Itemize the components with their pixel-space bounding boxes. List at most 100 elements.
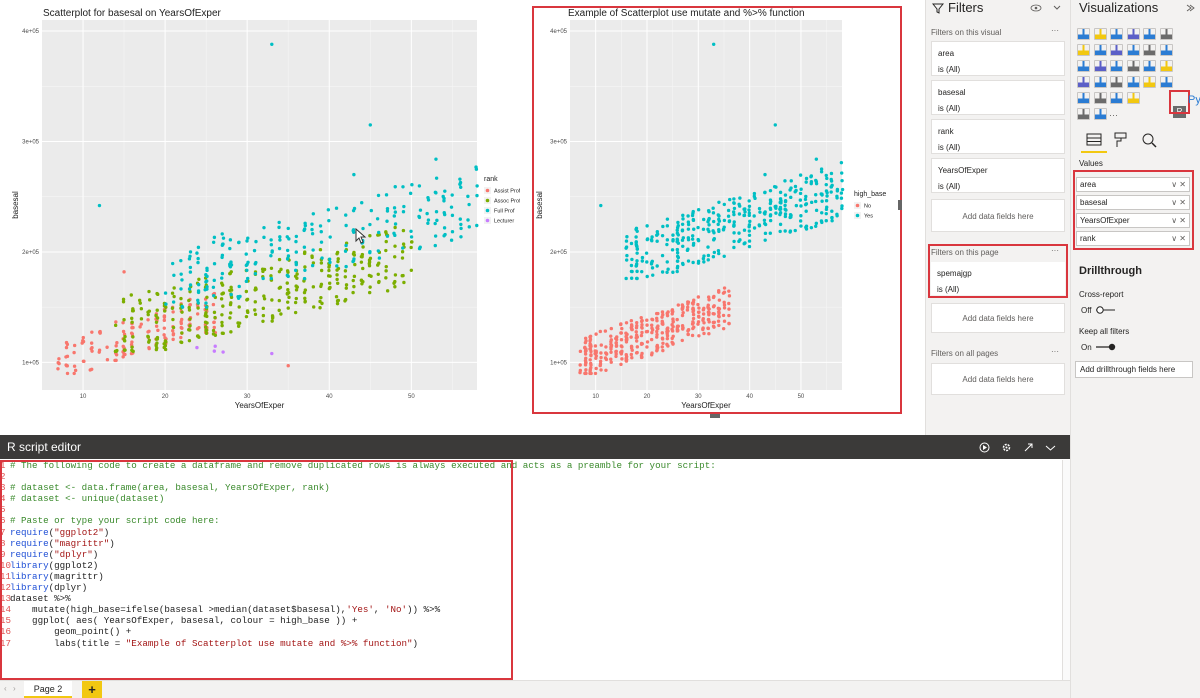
code-line[interactable]: 1 # The following code to create a datafr… <box>0 460 1060 471</box>
code-line[interactable]: 9 require("dplyr") <box>0 549 1060 560</box>
code-line[interactable]: 2 <box>0 471 1060 482</box>
filter-card-area[interactable]: area is (All) <box>931 41 1065 76</box>
value-field-area[interactable]: area ∨ ✕ <box>1076 177 1190 192</box>
visual-type-icon[interactable] <box>1077 44 1090 56</box>
add-drillthrough-field[interactable]: Add drillthrough fields here <box>1075 361 1193 378</box>
visual-type-icon[interactable] <box>1093 92 1107 104</box>
editor-scrollbar[interactable] <box>1062 460 1070 680</box>
visual-type-icon[interactable] <box>1077 28 1090 40</box>
code-line[interactable]: 10library(ggplot2) <box>0 560 1060 571</box>
field-dropdown-remove-icon[interactable]: ∨ ✕ <box>1171 198 1186 207</box>
filter-card-spemajgp[interactable]: spemajgp is (All) <box>931 262 1065 295</box>
visual-type-icon[interactable] <box>1110 60 1123 72</box>
add-visual-filter-field[interactable]: Add data fields here <box>931 199 1065 232</box>
visual-type-icon[interactable] <box>1143 76 1156 88</box>
visual-type-icon[interactable] <box>1093 60 1107 72</box>
visual-type-icon[interactable] <box>1093 76 1107 88</box>
field-dropdown-remove-icon[interactable]: ∨ ✕ <box>1171 180 1186 189</box>
data-point <box>670 336 674 341</box>
visual-type-icon[interactable] <box>1143 28 1156 40</box>
eye-icon[interactable] <box>1030 3 1042 13</box>
code-line[interactable]: 6 # Paste or type your script code here: <box>0 515 1060 526</box>
code-line[interactable]: 7 require("ggplot2") <box>0 527 1060 538</box>
add-page-button[interactable]: + <box>82 681 102 698</box>
chart1-scatterplot[interactable]: 10 20 30 40 50 1e+05 2e+05 3e+05 4e+05 YearsOfExp… <box>0 16 520 416</box>
visual-type-icon[interactable] <box>1077 60 1090 72</box>
collapse-editor-chevron-icon[interactable] <box>1045 443 1056 453</box>
collapse-chevron-icon[interactable] <box>1052 3 1062 13</box>
python-visual-icon[interactable]: Py <box>1188 94 1200 106</box>
more-options-icon[interactable]: ··· <box>1051 347 1059 356</box>
r-code-area[interactable]: 1 # The following code to create a datafr… <box>0 460 1060 649</box>
field-dropdown-remove-icon[interactable]: ∨ ✕ <box>1171 234 1186 243</box>
field-dropdown-remove-icon[interactable]: ∨ ✕ <box>1171 216 1186 225</box>
visual-type-icon[interactable] <box>1110 76 1123 88</box>
visual-type-icon[interactable] <box>1126 60 1140 72</box>
keep-filters-toggle[interactable] <box>1095 342 1117 352</box>
code-line[interactable]: 14 mutate(high_base=ifelse(basesal >medi… <box>0 604 1060 615</box>
collapse-chevron-icon[interactable] <box>1185 3 1195 13</box>
code-line[interactable]: 11library(magrittr) <box>0 571 1060 582</box>
filter-card-rank[interactable]: rank is (All) <box>931 119 1065 154</box>
next-page-arrow-icon[interactable]: › <box>13 684 16 693</box>
visual-type-icon[interactable] <box>1093 28 1107 40</box>
filter-card-basesal[interactable]: basesal is (All) <box>931 80 1065 115</box>
run-script-icon[interactable] <box>979 442 990 453</box>
format-paint-roller-icon[interactable] <box>1113 132 1129 148</box>
visual-type-icon[interactable] <box>1110 92 1123 104</box>
visual-type-icon[interactable] <box>1159 44 1173 56</box>
visual-type-icon[interactable] <box>1077 108 1090 120</box>
visual-type-icon[interactable] <box>1093 44 1107 56</box>
visual-type-icon[interactable] <box>1077 92 1090 104</box>
r-visual-icon[interactable]: R <box>1173 106 1186 118</box>
value-field-rank[interactable]: rank ∨ ✕ <box>1076 231 1190 246</box>
add-all-pages-filter-field[interactable]: Add data fields here <box>931 363 1065 395</box>
cross-report-toggle[interactable] <box>1095 305 1117 315</box>
visual-type-icon[interactable] <box>1143 44 1156 56</box>
visual-type-icon[interactable] <box>1159 60 1173 72</box>
visual-type-icon[interactable] <box>1143 60 1156 72</box>
code-line[interactable]: 15 ggplot( aes( YearsOfExper, basesal, c… <box>0 615 1060 626</box>
code-line[interactable]: 4 # dataset <- unique(dataset) <box>0 493 1060 504</box>
more-options-icon[interactable]: ··· <box>1051 26 1059 35</box>
data-point <box>645 340 650 344</box>
data-point <box>598 359 603 364</box>
prev-page-arrow-icon[interactable]: ‹ <box>4 684 7 693</box>
visual-type-icon[interactable] <box>1159 76 1173 88</box>
data-point <box>360 201 364 205</box>
visual-type-icon[interactable] <box>1126 92 1140 104</box>
analytics-magnifier-icon[interactable] <box>1141 132 1157 148</box>
open-external-icon[interactable] <box>1023 442 1034 453</box>
page-tab-page-2[interactable]: Page 2 <box>24 681 72 698</box>
code-line[interactable]: 12library(dplyr) <box>0 582 1060 593</box>
code-line[interactable]: 8 require("magrittr") <box>0 538 1060 549</box>
visual-type-icon[interactable] <box>1077 76 1090 88</box>
code-line[interactable]: 17 labs(title = "Example of Scatterplot … <box>0 638 1060 649</box>
chart2-scatterplot[interactable]: 10 20 30 40 50 1e+05 2e+05 3e+05 4e+05 YearsOfExp… <box>532 16 902 416</box>
more-options-icon[interactable]: ··· <box>1051 246 1059 255</box>
more-visuals-icon[interactable]: ··· <box>1109 110 1118 120</box>
add-page-filter-field[interactable]: Add data fields here <box>931 303 1065 333</box>
data-point <box>717 214 721 218</box>
filter-card-yearsofexper[interactable]: YearsOfExper is (All) <box>931 158 1065 193</box>
value-field-basesal[interactable]: basesal ∨ ✕ <box>1076 195 1190 210</box>
resize-handle-bottom[interactable] <box>710 414 720 418</box>
visual-type-icon[interactable] <box>1093 108 1107 120</box>
code-line[interactable]: 16 geom_point() + <box>0 626 1060 637</box>
visual-type-icon[interactable] <box>1126 44 1140 56</box>
visual-type-icon[interactable] <box>1110 28 1123 40</box>
visual-type-icon[interactable] <box>1126 28 1140 40</box>
code-token: , <box>373 604 385 616</box>
settings-gear-icon[interactable] <box>1001 442 1012 453</box>
resize-handle[interactable] <box>898 200 902 210</box>
visual-type-icon[interactable] <box>1126 76 1140 88</box>
data-point <box>706 253 711 258</box>
code-line[interactable]: 3 # dataset <- data.frame(area, basesal, … <box>0 482 1060 493</box>
value-field-yearsofexper[interactable]: YearsOfExper ∨ ✕ <box>1076 213 1190 228</box>
fields-tab-icon[interactable] <box>1086 133 1102 147</box>
visual-type-icon[interactable] <box>1159 28 1173 40</box>
code-line[interactable]: 5 <box>0 504 1060 515</box>
visual-type-icon[interactable] <box>1110 44 1123 56</box>
code-line[interactable]: 13dataset %>% <box>0 593 1060 604</box>
data-point <box>98 331 102 335</box>
